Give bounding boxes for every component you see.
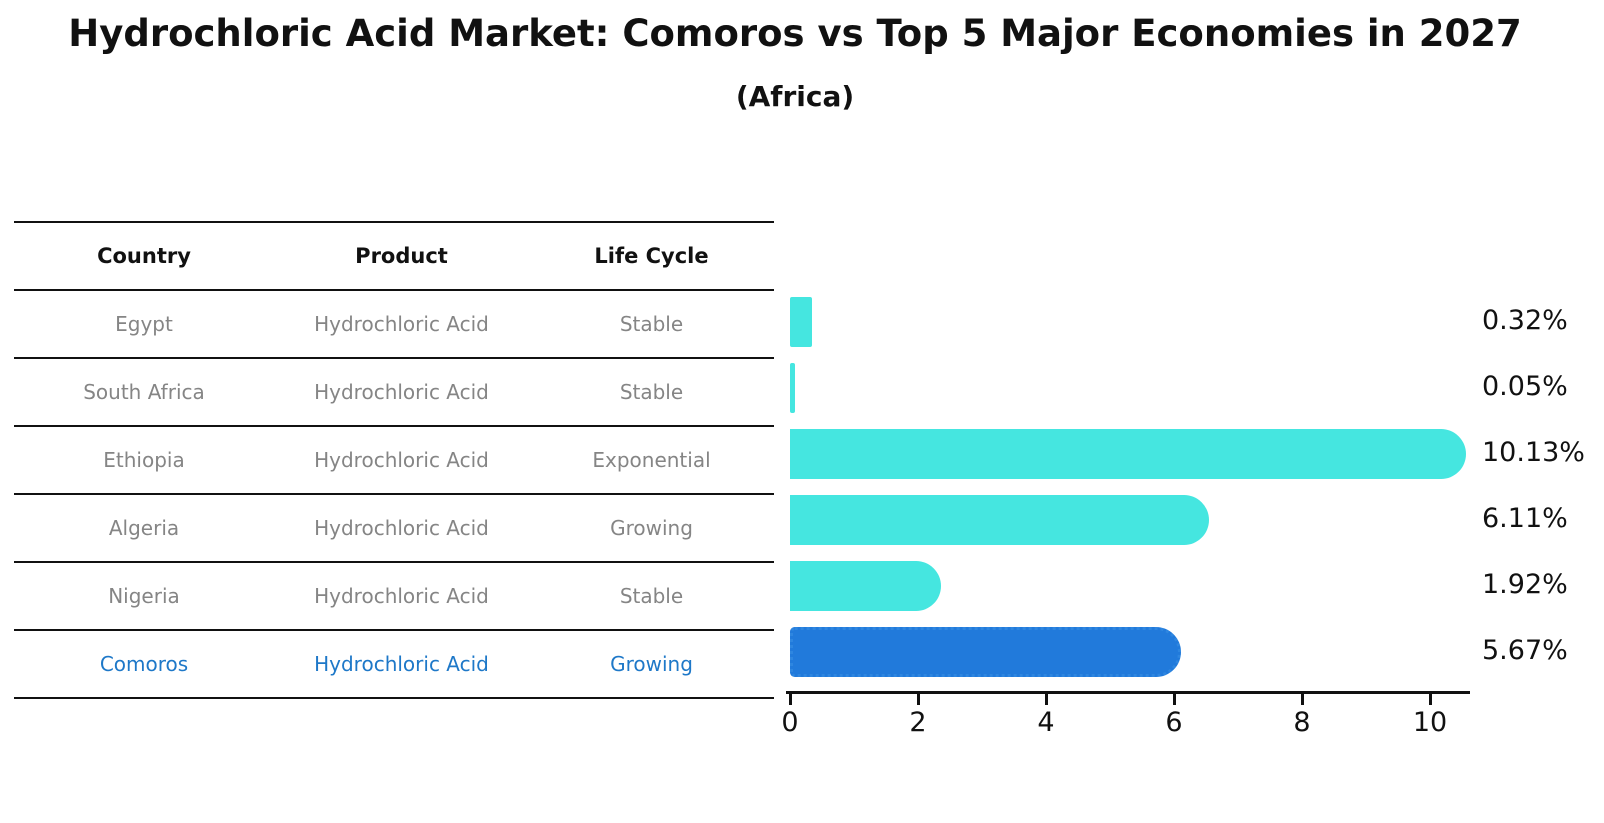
value-label-nigeria: 1.92% — [1482, 569, 1568, 600]
cell-product: Hydrochloric Acid — [314, 584, 489, 608]
table-row-nigeria: Nigeria Hydrochloric Acid Stable — [14, 563, 774, 631]
table-row-comoros: Comoros Hydrochloric Acid Growing — [14, 631, 774, 699]
value-label-ethiopia: 10.13% — [1482, 437, 1585, 468]
cell-country: South Africa — [83, 380, 205, 404]
value-label-egypt: 0.32% — [1482, 305, 1568, 336]
column-header-product: Product — [355, 244, 448, 268]
x-axis-tick-8 — [1301, 694, 1304, 705]
chart-subtitle: (Africa) — [735, 80, 855, 113]
cell-product: Hydrochloric Acid — [314, 652, 489, 676]
x-axis-tick-label-8: 8 — [1293, 707, 1311, 738]
cell-life-cycle: Exponential — [592, 448, 711, 472]
bar-nigeria — [790, 561, 941, 611]
bar-ethiopia — [790, 429, 1466, 479]
cell-life-cycle: Stable — [619, 312, 684, 336]
column-header-life-cycle: Life Cycle — [594, 244, 709, 268]
cell-country: Ethiopia — [103, 448, 185, 472]
x-axis-tick-4 — [1045, 694, 1048, 705]
x-axis-tick-2 — [917, 694, 920, 705]
bar-algeria — [790, 495, 1209, 545]
value-label-south-africa: 0.05% — [1482, 371, 1568, 402]
cell-product: Hydrochloric Acid — [314, 312, 489, 336]
table-row-egypt: Egypt Hydrochloric Acid Stable — [14, 291, 774, 359]
cell-life-cycle: Growing — [610, 652, 693, 676]
table-row-south-africa: South Africa Hydrochloric Acid Stable — [14, 359, 774, 427]
x-axis-tick-label-0: 0 — [781, 707, 799, 738]
x-axis-tick-6 — [1173, 694, 1176, 705]
x-axis-line — [786, 691, 1470, 694]
x-axis-tick-0 — [789, 694, 792, 705]
x-axis-tick-label-4: 4 — [1037, 707, 1055, 738]
chart-title: Hydrochloric Acid Market: Comoros vs Top… — [68, 12, 1522, 55]
x-axis-tick-10 — [1429, 694, 1432, 705]
bar-egypt — [790, 297, 812, 347]
cell-country: Egypt — [115, 312, 173, 336]
country-table: Country Product Life Cycle Egypt Hydroch… — [14, 221, 774, 699]
cell-product: Hydrochloric Acid — [314, 448, 489, 472]
table-header-row: Country Product Life Cycle — [14, 223, 774, 291]
bar-comoros — [790, 627, 1181, 677]
cell-country: Comoros — [99, 652, 189, 676]
x-axis-tick-label-6: 6 — [1165, 707, 1183, 738]
cell-life-cycle: Stable — [619, 584, 684, 608]
cell-product: Hydrochloric Acid — [314, 380, 489, 404]
bar-south-africa — [790, 363, 795, 413]
cell-country: Algeria — [108, 516, 180, 540]
x-axis-tick-label-10: 10 — [1412, 707, 1448, 738]
x-axis-tick-label-2: 2 — [909, 707, 927, 738]
cell-country: Nigeria — [108, 584, 180, 608]
cell-life-cycle: Stable — [619, 380, 684, 404]
table-row-algeria: Algeria Hydrochloric Acid Growing — [14, 495, 774, 563]
cell-life-cycle: Growing — [610, 516, 693, 540]
table-row-ethiopia: Ethiopia Hydrochloric Acid Exponential — [14, 427, 774, 495]
cell-product: Hydrochloric Acid — [314, 516, 489, 540]
column-header-country: Country — [97, 244, 191, 268]
value-label-algeria: 6.11% — [1482, 503, 1568, 534]
value-label-comoros: 5.67% — [1482, 635, 1568, 666]
